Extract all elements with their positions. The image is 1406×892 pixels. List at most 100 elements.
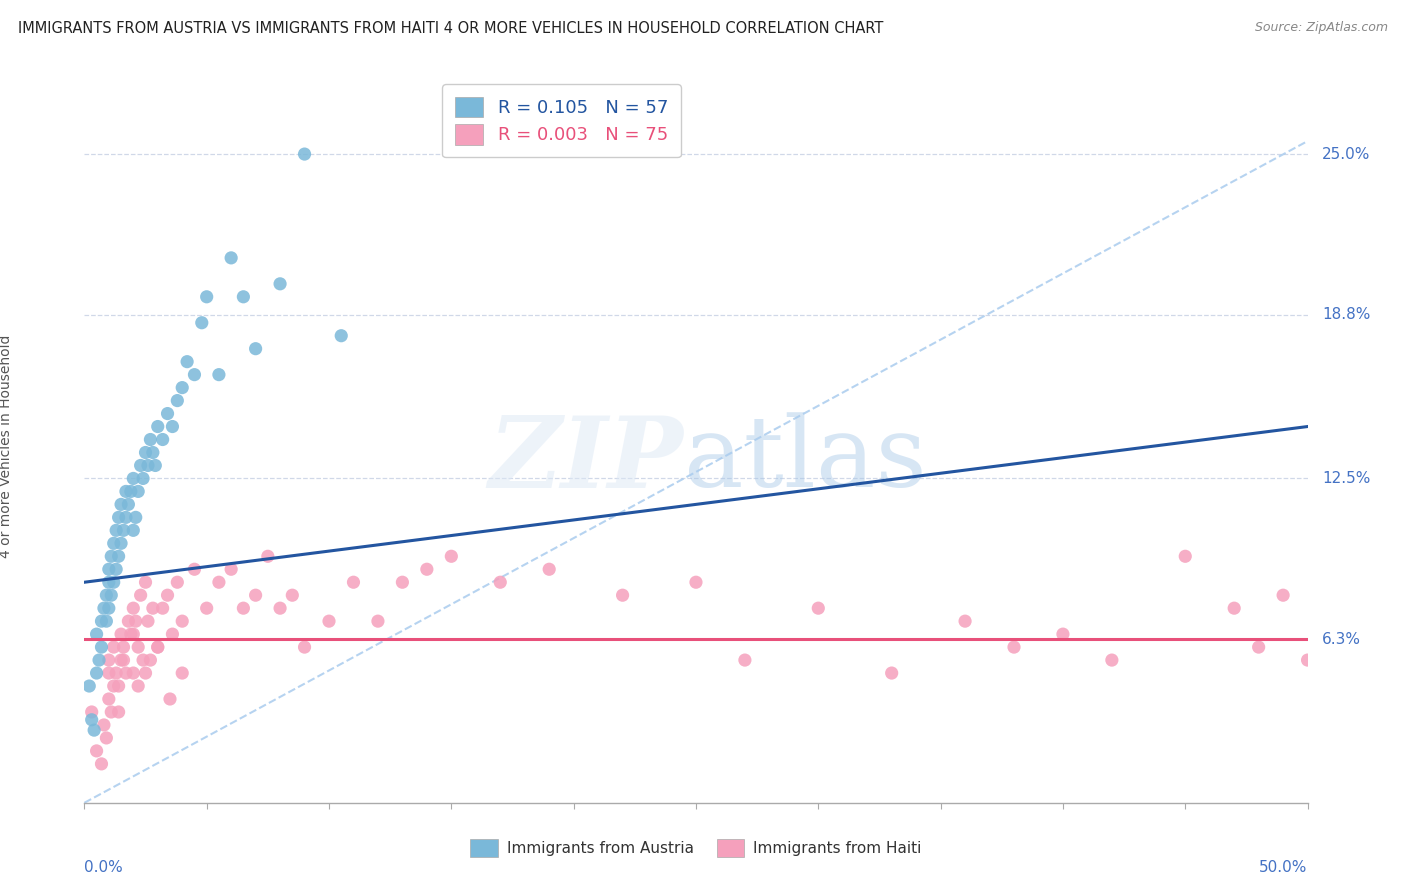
Point <box>132 471 155 485</box>
Point <box>183 368 205 382</box>
Point <box>1101 653 1123 667</box>
Point <box>100 549 122 564</box>
Point <box>90 756 112 771</box>
Point <box>172 666 194 681</box>
Point <box>1002 640 1025 654</box>
Point <box>103 679 125 693</box>
Point <box>129 588 152 602</box>
Point <box>281 588 304 602</box>
Point <box>90 640 112 654</box>
Point <box>83 723 105 738</box>
Point <box>107 510 129 524</box>
Point <box>93 601 115 615</box>
Point <box>120 627 142 641</box>
Point <box>232 290 254 304</box>
Point <box>90 614 112 628</box>
Point <box>135 445 157 459</box>
Point <box>245 342 267 356</box>
Point <box>219 251 242 265</box>
Point <box>367 614 389 628</box>
Point <box>96 614 118 628</box>
Point <box>612 588 634 602</box>
Legend: Immigrants from Austria, Immigrants from Haiti: Immigrants from Austria, Immigrants from… <box>464 833 928 863</box>
Point <box>734 653 756 667</box>
Point <box>110 627 132 641</box>
Point <box>97 575 120 590</box>
Point <box>143 458 166 473</box>
Point <box>80 705 103 719</box>
Point <box>142 601 165 615</box>
Point <box>162 627 184 641</box>
Point <box>93 718 115 732</box>
Point <box>146 640 169 654</box>
Point <box>96 588 118 602</box>
Point <box>139 433 162 447</box>
Point <box>208 368 231 382</box>
Point <box>183 562 205 576</box>
Point <box>107 705 129 719</box>
Point <box>122 601 145 615</box>
Point <box>127 640 149 654</box>
Point <box>125 510 148 524</box>
Point <box>489 575 512 590</box>
Point <box>342 575 364 590</box>
Point <box>125 614 148 628</box>
Point <box>96 731 118 745</box>
Point <box>142 445 165 459</box>
Text: ZIP: ZIP <box>489 412 683 508</box>
Point <box>152 601 174 615</box>
Point <box>120 484 142 499</box>
Text: 6.3%: 6.3% <box>1322 632 1361 647</box>
Text: 4 or more Vehicles in Household: 4 or more Vehicles in Household <box>0 334 13 558</box>
Point <box>1296 653 1319 667</box>
Point <box>269 277 291 291</box>
Point <box>107 679 129 693</box>
Point <box>136 614 159 628</box>
Point <box>97 692 120 706</box>
Point <box>416 562 439 576</box>
Point <box>105 666 128 681</box>
Point <box>685 575 707 590</box>
Point <box>269 601 291 615</box>
Point <box>86 666 108 681</box>
Point <box>156 407 179 421</box>
Point <box>139 653 162 667</box>
Point <box>191 316 214 330</box>
Point <box>105 524 128 538</box>
Point <box>166 575 188 590</box>
Point <box>77 679 100 693</box>
Point <box>97 666 120 681</box>
Point <box>294 640 316 654</box>
Point <box>162 419 184 434</box>
Point <box>110 497 132 511</box>
Point <box>391 575 413 590</box>
Point <box>122 666 145 681</box>
Point <box>107 549 129 564</box>
Point <box>807 601 830 615</box>
Point <box>112 653 135 667</box>
Point <box>97 653 120 667</box>
Point <box>136 458 159 473</box>
Point <box>953 614 976 628</box>
Point <box>110 536 132 550</box>
Point <box>1223 601 1246 615</box>
Point <box>122 471 145 485</box>
Point <box>176 354 198 368</box>
Text: 0.0%: 0.0% <box>84 860 124 875</box>
Point <box>172 381 194 395</box>
Point <box>103 640 125 654</box>
Point <box>132 653 155 667</box>
Text: atlas: atlas <box>683 412 927 508</box>
Point <box>330 328 353 343</box>
Point <box>195 601 218 615</box>
Point <box>122 524 145 538</box>
Point <box>87 653 110 667</box>
Point <box>97 601 120 615</box>
Text: 18.8%: 18.8% <box>1322 308 1371 322</box>
Point <box>112 640 135 654</box>
Point <box>115 484 138 499</box>
Point <box>257 549 280 564</box>
Point <box>100 588 122 602</box>
Text: 12.5%: 12.5% <box>1322 471 1371 486</box>
Point <box>117 614 139 628</box>
